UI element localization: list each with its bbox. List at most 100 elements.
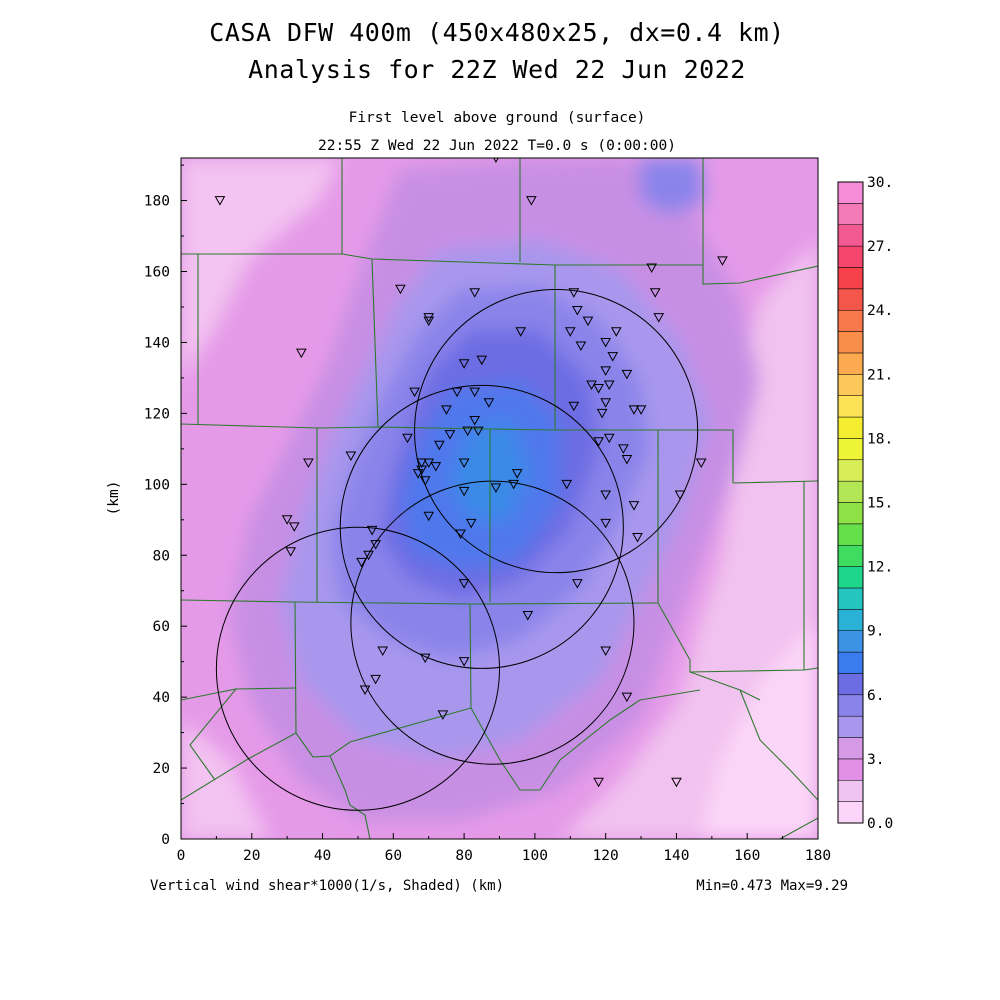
- colorbar-label: 27.: [867, 239, 893, 255]
- y-tick-label: 40: [153, 690, 170, 706]
- colorbar-swatch: [837, 609, 864, 631]
- colorbar-swatch: [837, 352, 864, 375]
- x-tick-label: 80: [455, 848, 472, 864]
- station-marker: [458, 458, 470, 469]
- colorbar-label: 6.: [867, 688, 884, 704]
- colorbar-label: 12.: [867, 560, 893, 576]
- station-marker: [285, 547, 297, 557]
- colorbar-swatch: [837, 267, 864, 290]
- station-marker: [600, 398, 612, 408]
- colorbar-swatch: [837, 203, 864, 225]
- station-marker: [419, 476, 431, 486]
- y-tick-label: 180: [144, 194, 170, 210]
- colorbar-frame: [837, 181, 864, 824]
- station-marker: [458, 579, 470, 589]
- station-markers: [214, 158, 728, 788]
- colorbar-swatch: [837, 416, 864, 439]
- colorbar-swatch: [837, 737, 864, 760]
- station-marker: [607, 352, 619, 362]
- station-marker: [469, 288, 481, 298]
- shear-field: [181, 158, 818, 839]
- y-tick-label: 80: [153, 548, 170, 564]
- colorbar-swatch: [837, 502, 864, 525]
- station-marker: [525, 196, 537, 206]
- colorbar-swatch: [837, 673, 864, 696]
- station-marker: [423, 458, 435, 469]
- station-marker: [674, 490, 686, 500]
- y-axis: 0 20 40 60 80 100 120 140 160 180: [144, 164, 187, 848]
- station-marker: [600, 337, 612, 348]
- x-tick-label: 100: [522, 848, 548, 864]
- y-tick-label: 140: [144, 335, 170, 351]
- station-marker: [395, 284, 406, 295]
- station-marker: [345, 451, 357, 461]
- colorbar-label: 3.: [867, 752, 884, 768]
- colorbar-swatch: [837, 694, 864, 717]
- radar-range-rings: [215, 289, 699, 811]
- station-marker: [214, 196, 226, 206]
- x-tick-label: 140: [663, 848, 689, 864]
- station-marker: [458, 657, 470, 667]
- station-marker: [635, 405, 647, 415]
- range-ring: [414, 289, 699, 574]
- station-marker: [671, 777, 682, 788]
- station-marker: [572, 579, 583, 589]
- station-marker: [441, 405, 452, 415]
- station-marker: [433, 440, 445, 451]
- colorbar-label: 24.: [867, 303, 893, 319]
- station-marker: [295, 348, 307, 359]
- station-marker: [423, 511, 435, 522]
- station-marker: [593, 384, 604, 394]
- station-marker: [370, 674, 381, 685]
- station-marker: [653, 313, 665, 323]
- station-marker: [377, 646, 389, 657]
- station-marker: [469, 415, 481, 426]
- x-tick-label: 120: [593, 848, 619, 864]
- colorbar-swatch: [837, 587, 864, 610]
- station-marker: [646, 263, 658, 273]
- station-marker: [363, 550, 374, 561]
- colorbar-swatch: [837, 331, 864, 354]
- level-subtitle: First level above ground (surface): [349, 110, 646, 126]
- station-marker: [568, 288, 580, 298]
- station-marker: [695, 458, 707, 469]
- colorbar-swatch: [837, 309, 864, 332]
- station-marker: [356, 557, 367, 568]
- colorbar-swatch: [837, 630, 864, 653]
- y-tick-label: 0: [161, 832, 170, 848]
- station-marker: [444, 430, 456, 440]
- station-marker: [370, 540, 381, 550]
- colorbar-swatch: [837, 523, 864, 546]
- y-tick-label: 60: [153, 619, 170, 635]
- station-marker: [451, 387, 463, 398]
- station-marker: [455, 529, 466, 539]
- colorbar-swatch: [837, 758, 864, 781]
- range-ring: [339, 384, 624, 669]
- station-marker: [483, 398, 495, 408]
- y-tick-label: 100: [144, 477, 170, 493]
- station-marker: [582, 316, 594, 327]
- min-max-readout: Min=0.473 Max=9.29: [696, 878, 848, 894]
- colorbar-swatch: [837, 181, 864, 204]
- station-marker: [593, 777, 604, 788]
- station-marker: [575, 341, 587, 352]
- colorbar-label: 30.: [867, 175, 893, 191]
- station-marker: [515, 327, 527, 337]
- station-marker: [568, 401, 580, 412]
- x-tick-label: 180: [805, 848, 831, 864]
- station-marker: [600, 366, 612, 376]
- station-marker: [621, 369, 633, 380]
- station-marker: [596, 408, 608, 419]
- colorbar-swatch: [837, 715, 864, 738]
- station-marker: [288, 522, 300, 532]
- colorbar-swatch: [837, 651, 864, 674]
- x-tick-label: 0: [177, 848, 186, 864]
- station-marker: [416, 458, 427, 469]
- station-marker: [593, 437, 604, 447]
- station-marker: [281, 515, 293, 525]
- colorbar-swatch: [837, 224, 864, 247]
- station-marker: [649, 288, 661, 298]
- station-marker: [603, 433, 615, 444]
- station-marker: [469, 387, 481, 398]
- colorbar: 0.0 3. 6. 9. 12. 15. 18. 21. 24. 27. 30.: [837, 175, 893, 832]
